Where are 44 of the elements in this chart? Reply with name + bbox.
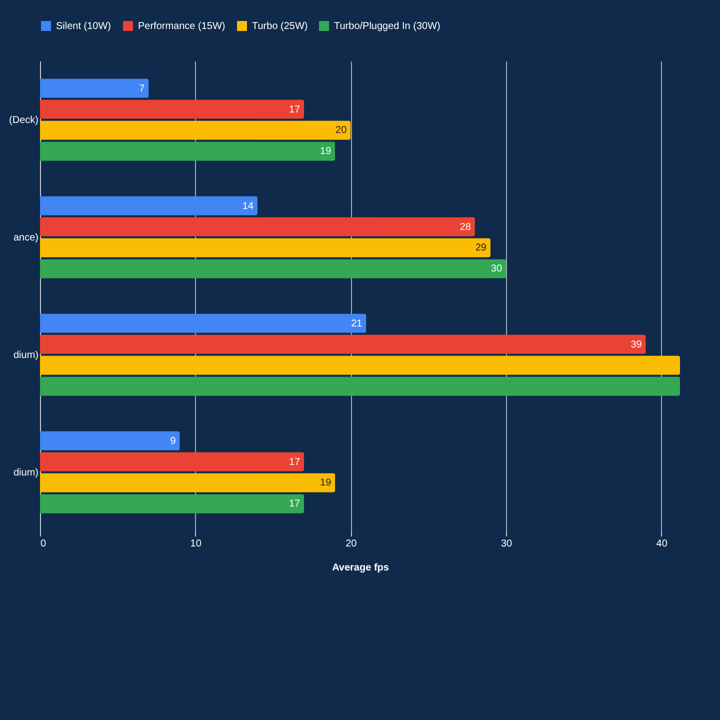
data-label: 14 (242, 200, 254, 212)
data-label: 29 (475, 242, 487, 254)
legend-label: Silent (10W) (56, 21, 112, 32)
bar (40, 196, 258, 216)
bar (40, 473, 336, 492)
bar (40, 314, 366, 333)
x-tick-label: 40 (656, 538, 668, 550)
x-tick-label: 30 (500, 538, 513, 550)
data-label: 19 (320, 146, 332, 158)
bar (40, 142, 336, 161)
x-tick-label: 20 (346, 538, 358, 550)
bar (40, 356, 680, 375)
data-label: 7 (139, 83, 146, 94)
data-label: 17 (288, 498, 301, 510)
data-label: 9 (170, 436, 176, 447)
bar (40, 100, 304, 119)
data-label: 20 (336, 125, 348, 136)
bar (40, 494, 304, 514)
y-tick-label: dium) (13, 467, 38, 478)
bar (40, 78, 149, 98)
bar (40, 120, 351, 140)
x-axis-title: Average fps (332, 562, 390, 574)
data-label: 17 (288, 104, 301, 116)
x-tick-label: 10 (190, 538, 202, 550)
legend-label: Performance (15W) (138, 21, 226, 32)
bar (40, 376, 680, 396)
bar (40, 452, 304, 472)
data-label: 21 (351, 318, 363, 330)
bar (40, 217, 475, 236)
y-tick-label: dium) (13, 350, 38, 361)
bar (40, 334, 646, 354)
data-label: 39 (630, 339, 642, 350)
y-tick-label: (Deck) (9, 114, 38, 126)
bar (40, 431, 180, 450)
bar (40, 259, 506, 278)
legend-label: Turbo/Plugged In (30W) (334, 21, 440, 32)
legend-label: Turbo (25W) (252, 21, 308, 32)
data-label: 17 (288, 456, 301, 468)
data-label: 19 (320, 478, 332, 489)
bar (40, 238, 490, 258)
data-label: 28 (460, 222, 472, 233)
x-tick-label: 0 (40, 538, 46, 550)
y-tick-label: ance) (13, 232, 38, 244)
data-label: 30 (490, 264, 502, 275)
